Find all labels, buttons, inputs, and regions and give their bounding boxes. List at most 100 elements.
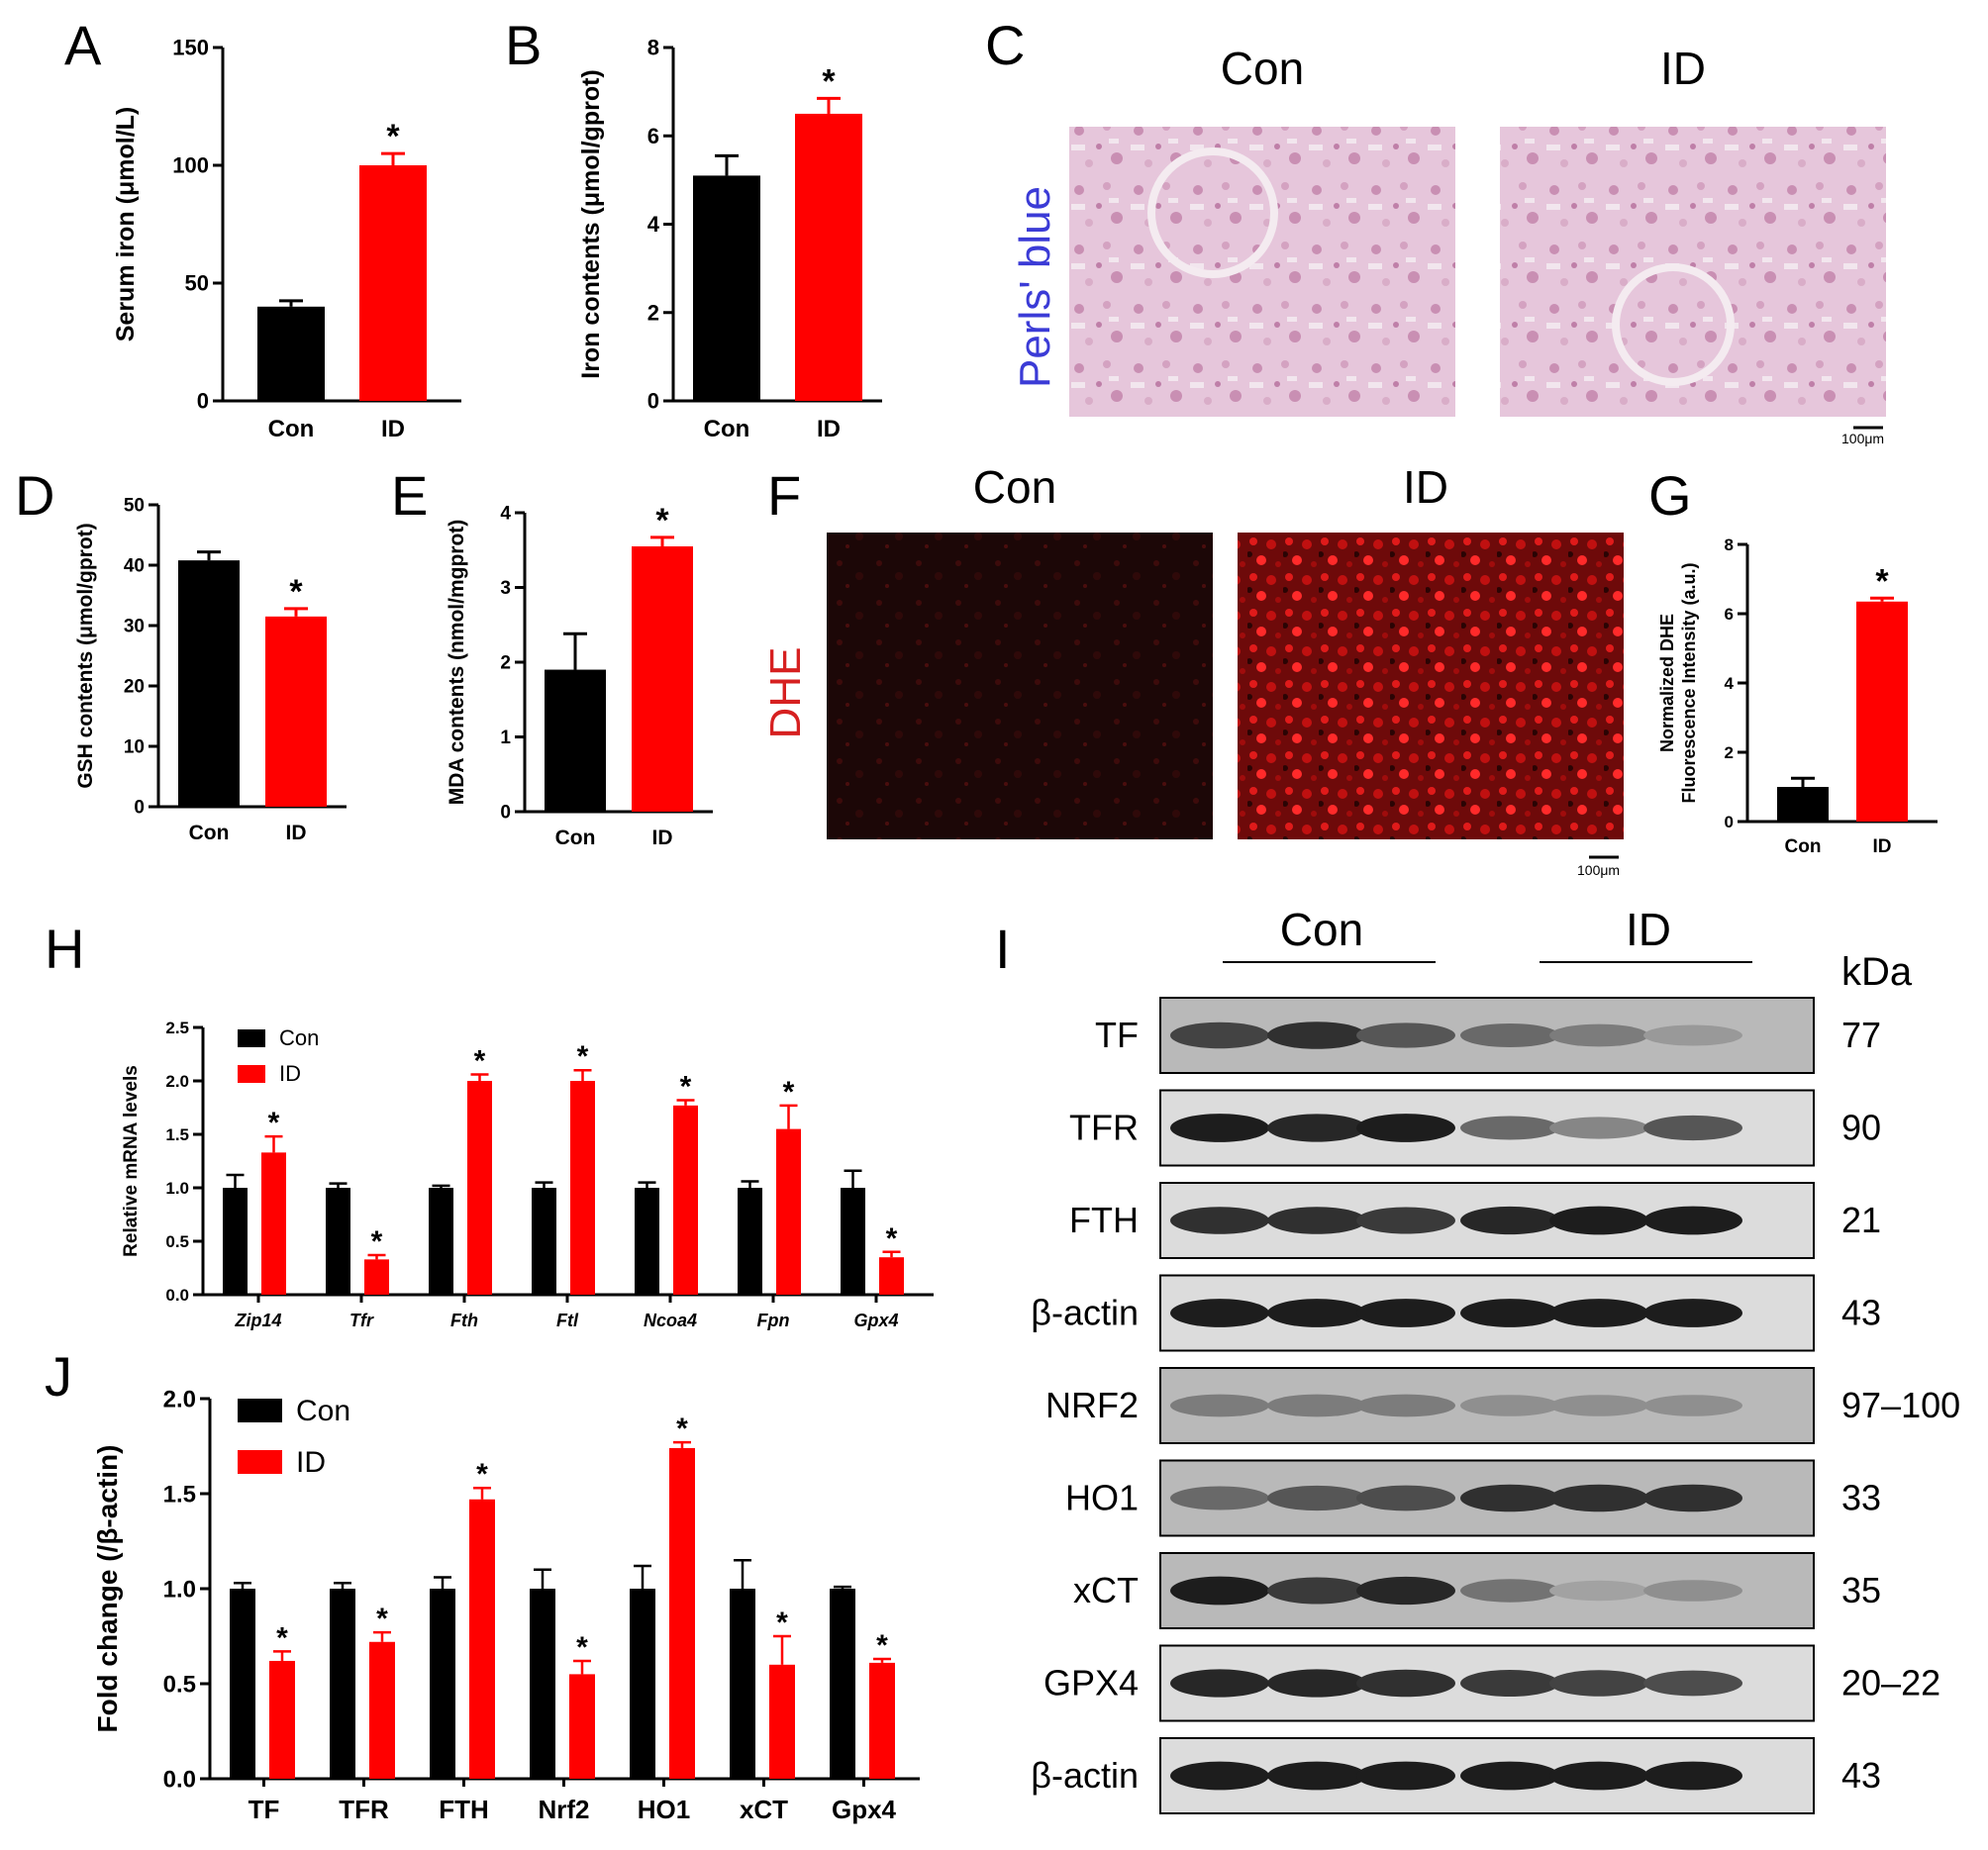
y-tick-label: 0.5 — [163, 1671, 196, 1698]
blot-band — [1549, 1670, 1648, 1697]
y-tick-label: 8 — [1725, 536, 1734, 554]
x-tick-label: ID — [652, 827, 673, 849]
bar-con-tfr — [330, 1589, 355, 1779]
blot-band — [1549, 1580, 1648, 1602]
significance-star: * — [576, 1631, 588, 1664]
bar-id-zip14 — [261, 1152, 286, 1295]
blot-band — [1643, 1299, 1742, 1327]
blot-protein-label: TFR — [1069, 1108, 1139, 1148]
panel-letter-a: A — [64, 14, 102, 76]
blot-band — [1549, 1299, 1648, 1327]
x-tick-label: HO1 — [638, 1795, 690, 1824]
chart-serum-iron: 0 50 100 150 Serum iron (μmol/L) Con ID * — [112, 36, 461, 442]
significance-star: * — [289, 573, 303, 611]
bar-id-tfr — [364, 1259, 389, 1295]
blot-band — [1460, 1670, 1559, 1697]
significance-star: * — [655, 502, 669, 539]
blot-kda-value: 97–100 — [1841, 1385, 1960, 1425]
legend-label-con: Con — [279, 1025, 319, 1050]
blot-band — [1170, 1486, 1269, 1510]
perls-id-glomerulus — [1612, 263, 1735, 386]
x-tick-label: Nrf2 — [538, 1795, 589, 1824]
bar-id-fpn — [776, 1128, 801, 1295]
significance-star: * — [1875, 562, 1889, 600]
y-tick-label: 0 — [134, 798, 145, 819]
blot-band — [1643, 1484, 1742, 1512]
panel-c-row-label: Perls' blue — [1011, 186, 1059, 388]
y-axis-label: MDA contents (nmol/mgprot) — [446, 520, 468, 806]
y-tick-label: 0 — [197, 389, 209, 414]
y-tick-label: 4 — [500, 504, 511, 525]
chart-fold-change: 0.0 0.5 1.0 1.5 2.0 Fold change (/β-actin) * TF… — [92, 1386, 920, 1824]
y-tick-label: 0 — [647, 389, 659, 414]
blot-row-actin: β-actin 43 — [1031, 1737, 1881, 1814]
y-tick-label: 2 — [500, 653, 511, 674]
significance-star: * — [876, 1629, 888, 1662]
bar-con — [1777, 787, 1829, 822]
y-tick-label: 4 — [1725, 674, 1735, 693]
blot-row-nrf2: NRF2 97–100 — [1045, 1367, 1960, 1444]
x-tick-label: Con — [189, 822, 230, 844]
x-tick-label: Zip14 — [234, 1311, 281, 1330]
panel-letter-d: D — [15, 464, 54, 527]
x-tick-label: Con — [268, 416, 315, 442]
blot-band — [1356, 1761, 1455, 1791]
perls-con-glomerulus — [1147, 147, 1278, 278]
legend-label-id: ID — [279, 1061, 301, 1086]
blot-band — [1267, 1577, 1366, 1605]
y-tick-label: 20 — [124, 677, 145, 698]
bar-id-ftl — [570, 1081, 595, 1295]
legend-swatch-con — [238, 1399, 282, 1422]
x-tick-label: Con — [704, 416, 750, 442]
blot-row-actin: β-actin 43 — [1031, 1274, 1881, 1352]
blot-band — [1356, 1299, 1455, 1327]
x-tick-label: Ftl — [556, 1311, 579, 1330]
bar-id-fth — [467, 1081, 492, 1295]
legend-swatch-id — [238, 1450, 282, 1474]
x-tick-label: Tfr — [349, 1311, 374, 1330]
blot-band — [1170, 1207, 1269, 1234]
y-axis-label: Normalized DHE — [1657, 614, 1677, 752]
significance-star: * — [577, 1040, 589, 1073]
x-tick-label: Con — [1785, 836, 1822, 857]
x-tick-label: ID — [381, 416, 405, 442]
panel-i-con-label: Con — [1280, 904, 1363, 955]
blot-band — [1170, 1114, 1269, 1142]
panel-letter-e: E — [391, 464, 428, 527]
y-tick-label: 50 — [185, 271, 209, 296]
blot-protein-label: TF — [1095, 1015, 1139, 1055]
dhe-id-image — [1238, 533, 1624, 839]
y-tick-label: 4 — [647, 212, 660, 237]
chart-iron-contents: 0 2 4 6 8 Iron contents (μmol/gprot) Con ID * — [577, 36, 882, 442]
chart-gsh-contents: 0 10 20 30 40 50 GSH contents (μmol/gprot) Con I… — [74, 496, 347, 844]
bar-id — [632, 545, 693, 812]
panel-c-histology: Con ID Perls' blue 100μm — [1011, 43, 1886, 446]
blot-row-tf: TF 77 — [1095, 997, 1881, 1074]
y-tick-label: 0.0 — [165, 1286, 189, 1305]
y-tick-label: 1.0 — [163, 1576, 196, 1603]
x-tick-label: ID — [1873, 836, 1892, 857]
blot-band — [1549, 1761, 1648, 1791]
blot-kda-value: 77 — [1841, 1015, 1881, 1055]
blot-protein-label: HO1 — [1065, 1478, 1139, 1518]
x-tick-label: Fth — [450, 1311, 478, 1330]
significance-star: * — [776, 1607, 788, 1639]
y-axis-label: Serum iron (μmol/L) — [112, 107, 140, 342]
panel-letter-j: J — [45, 1345, 72, 1408]
blot-band — [1549, 1395, 1648, 1416]
blot-band — [1643, 1670, 1742, 1697]
bar-con-gpx4 — [841, 1188, 865, 1295]
blot-band — [1549, 1484, 1648, 1512]
bar-con-fpn — [738, 1188, 762, 1295]
bar-con — [257, 306, 325, 401]
panel-c-id-label: ID — [1660, 43, 1706, 94]
blot-band — [1460, 1395, 1559, 1416]
panel-letter-g: G — [1648, 464, 1692, 527]
panel-c-con-label: Con — [1221, 43, 1304, 94]
blot-band — [1643, 1395, 1742, 1416]
y-axis-label: Fluorescence Intensity (a.u.) — [1679, 562, 1699, 803]
bar-id-tf — [269, 1660, 295, 1779]
y-tick-label: 0.5 — [165, 1232, 189, 1251]
x-tick-label: FTH — [439, 1795, 489, 1824]
